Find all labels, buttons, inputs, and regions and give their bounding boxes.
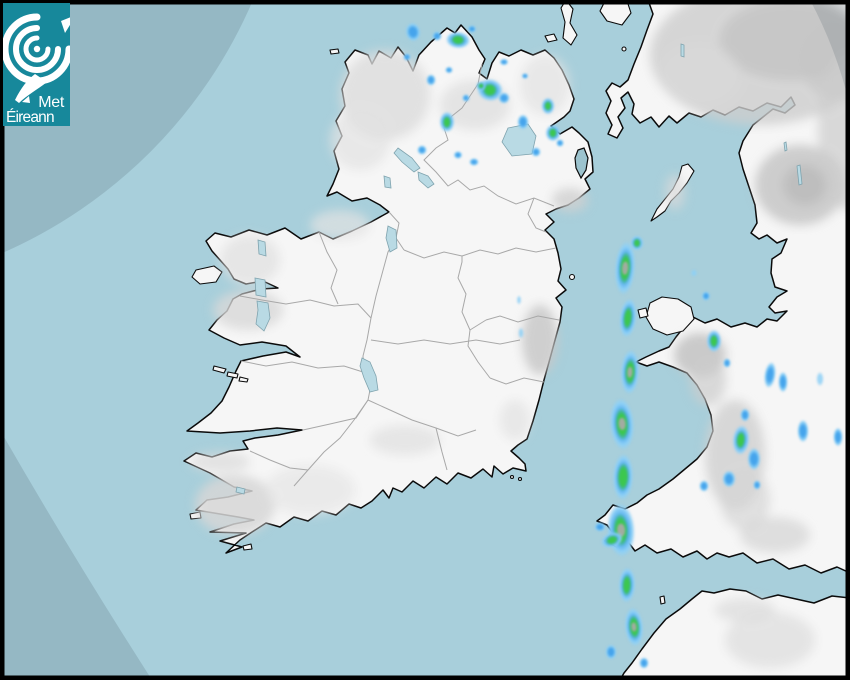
aran-islands [212, 365, 227, 374]
achill-island [191, 265, 223, 285]
lundy-island [659, 595, 666, 605]
county-boundaries [239, 63, 560, 487]
strangford-lough [574, 147, 589, 180]
met-eireann-logo: Met Éireann [3, 3, 70, 126]
lakes [235, 43, 803, 495]
met-eireann-swirl-icon [3, 13, 70, 103]
kintyre-peninsula [560, 0, 578, 46]
anglesey [645, 296, 695, 336]
logo-text-eireann: Éireann [6, 109, 55, 126]
logo-text-met: Met [38, 94, 64, 111]
rathlin-island [544, 33, 558, 43]
